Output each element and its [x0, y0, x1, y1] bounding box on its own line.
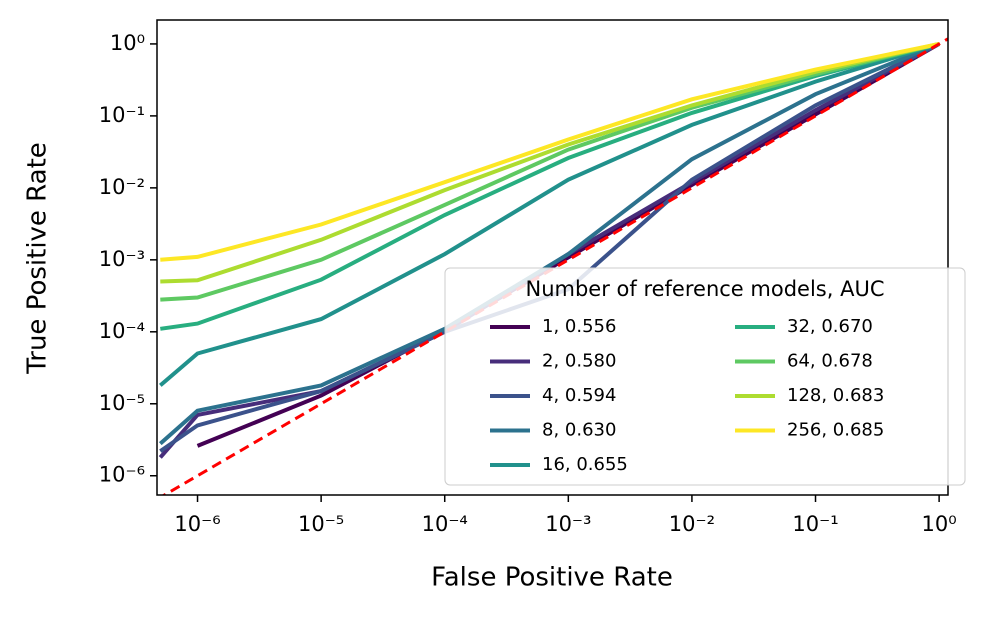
x-tick-label: 10⁻⁵	[298, 512, 344, 536]
y-tick-label: 10⁻⁴	[99, 319, 145, 343]
roc-line	[160, 41, 940, 284]
y-tick-label: 10⁻⁵	[99, 391, 145, 415]
x-tick-label: 10⁻¹	[792, 512, 838, 536]
x-tick-label: 10⁻³	[545, 512, 591, 536]
y-tick-label: 10⁻²	[99, 175, 145, 199]
y-tick-label: 10⁻³	[99, 247, 145, 271]
legend-label: 2, 0.580	[542, 351, 616, 372]
y-axis-label: True Positive Rate	[23, 142, 53, 375]
legend-box	[444, 267, 966, 486]
legend-label: 1, 0.556	[542, 316, 616, 337]
plot-area	[158, 37, 948, 495]
x-tick-label: 10⁻⁶	[174, 512, 220, 536]
legend-label: 64, 0.678	[787, 351, 873, 372]
legend-title: Number of reference models, AUC	[526, 277, 885, 301]
y-tick-label: 10⁰	[110, 31, 145, 55]
y-tick-label: 10⁻¹	[99, 103, 145, 127]
y-tick-label: 10⁻⁶	[99, 463, 145, 487]
legend-label: 128, 0.683	[787, 385, 884, 406]
legend-label: 16, 0.655	[542, 454, 628, 475]
roc-line	[160, 41, 940, 262]
plot-frame	[156, 19, 949, 496]
roc-line	[160, 41, 940, 302]
x-tick-label: 10⁻⁴	[422, 512, 468, 536]
legend-label: 4, 0.594	[542, 385, 616, 406]
x-axis-label: False Positive Rate	[431, 563, 673, 593]
legend-label: 256, 0.685	[787, 420, 884, 441]
roc-line	[158, 41, 940, 387]
roc-line	[160, 41, 940, 331]
roc-line	[196, 42, 941, 448]
x-tick-label: 10⁻²	[669, 512, 715, 536]
x-tick-label: 10⁰	[922, 512, 957, 536]
legend-label: 8, 0.630	[542, 420, 616, 441]
legend-label: 32, 0.670	[787, 316, 873, 337]
